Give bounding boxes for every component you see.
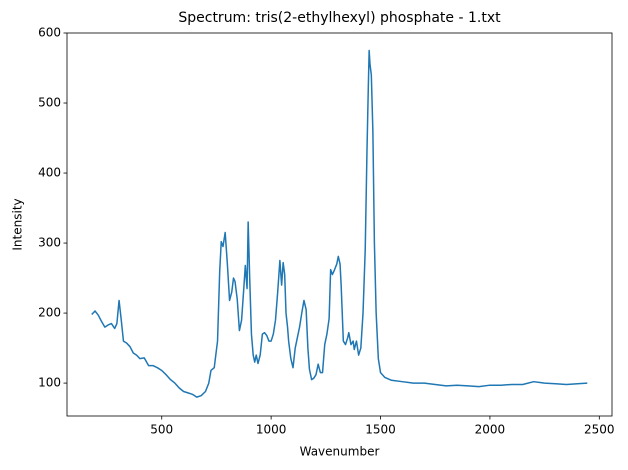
x-tick-label: 2000 [475, 423, 506, 437]
y-tick-label: 400 [38, 166, 61, 180]
line [91, 49, 588, 398]
x-tick-label: 2500 [584, 423, 615, 437]
plot-frame [66, 32, 613, 417]
x-tick-label: 1000 [256, 423, 287, 437]
y-axis-label: Intensity [11, 198, 25, 250]
y-tick-label: 300 [38, 236, 61, 250]
y-tick-label: 200 [38, 306, 61, 320]
y-tick-label: 100 [38, 376, 61, 390]
y-tick-label: 500 [38, 96, 61, 110]
chart-title: Spectrum: tris(2-ethylhexyl) phosphate -… [178, 10, 501, 26]
y-tick-label: 600 [38, 26, 61, 40]
x-tick-label: 1500 [365, 423, 396, 437]
x-tick-label: 500 [150, 423, 173, 437]
x-axis-label: Wavenumber [300, 445, 380, 459]
